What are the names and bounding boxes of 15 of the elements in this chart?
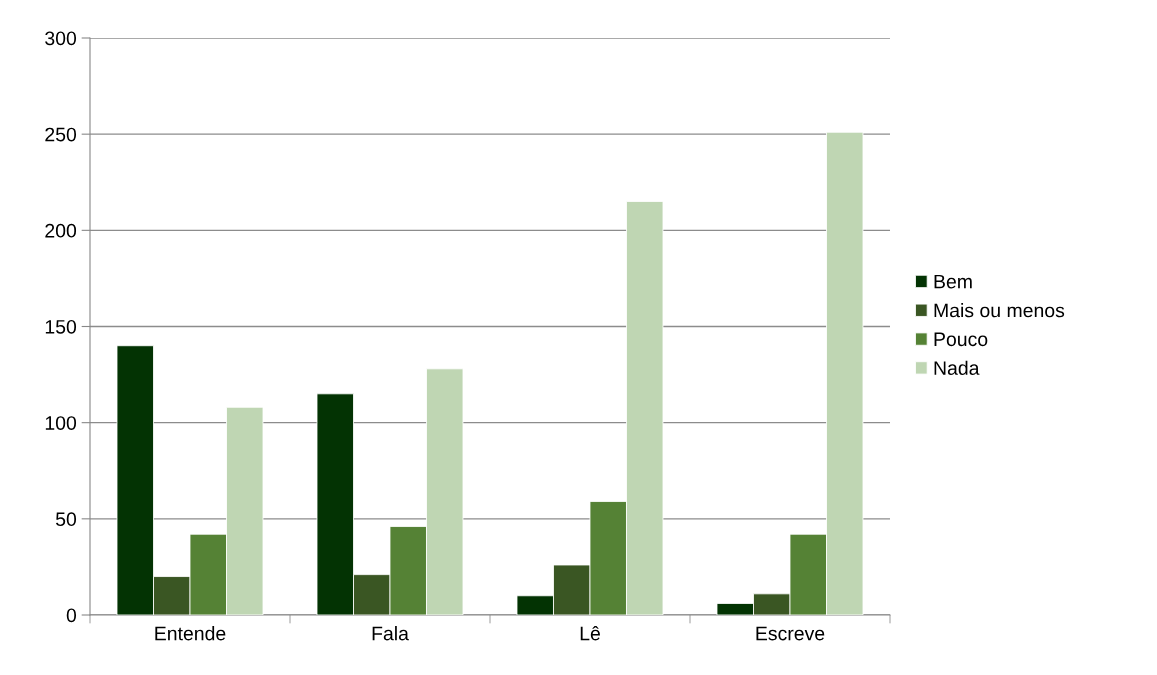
x-tick-label: Escreve (756, 626, 825, 641)
y-tick-label: 300 (45, 31, 77, 46)
y-tick-label: 0 (66, 608, 77, 623)
legend-label: Pouco (934, 332, 988, 347)
x-tick-label: Fala (372, 626, 409, 641)
legend-label: Mais ou menos (934, 303, 1065, 318)
legend-label: Nada (934, 360, 980, 375)
x-tick-label: Lê (580, 626, 600, 641)
y-tick-label: 50 (55, 512, 77, 527)
legend-label: Bem (934, 274, 972, 289)
y-tick-label: 150 (45, 319, 77, 334)
y-tick-label: 250 (45, 127, 77, 142)
x-tick-label: Entende (155, 626, 226, 641)
y-tick-label: 200 (45, 223, 77, 238)
y-tick-label: 100 (45, 416, 77, 430)
